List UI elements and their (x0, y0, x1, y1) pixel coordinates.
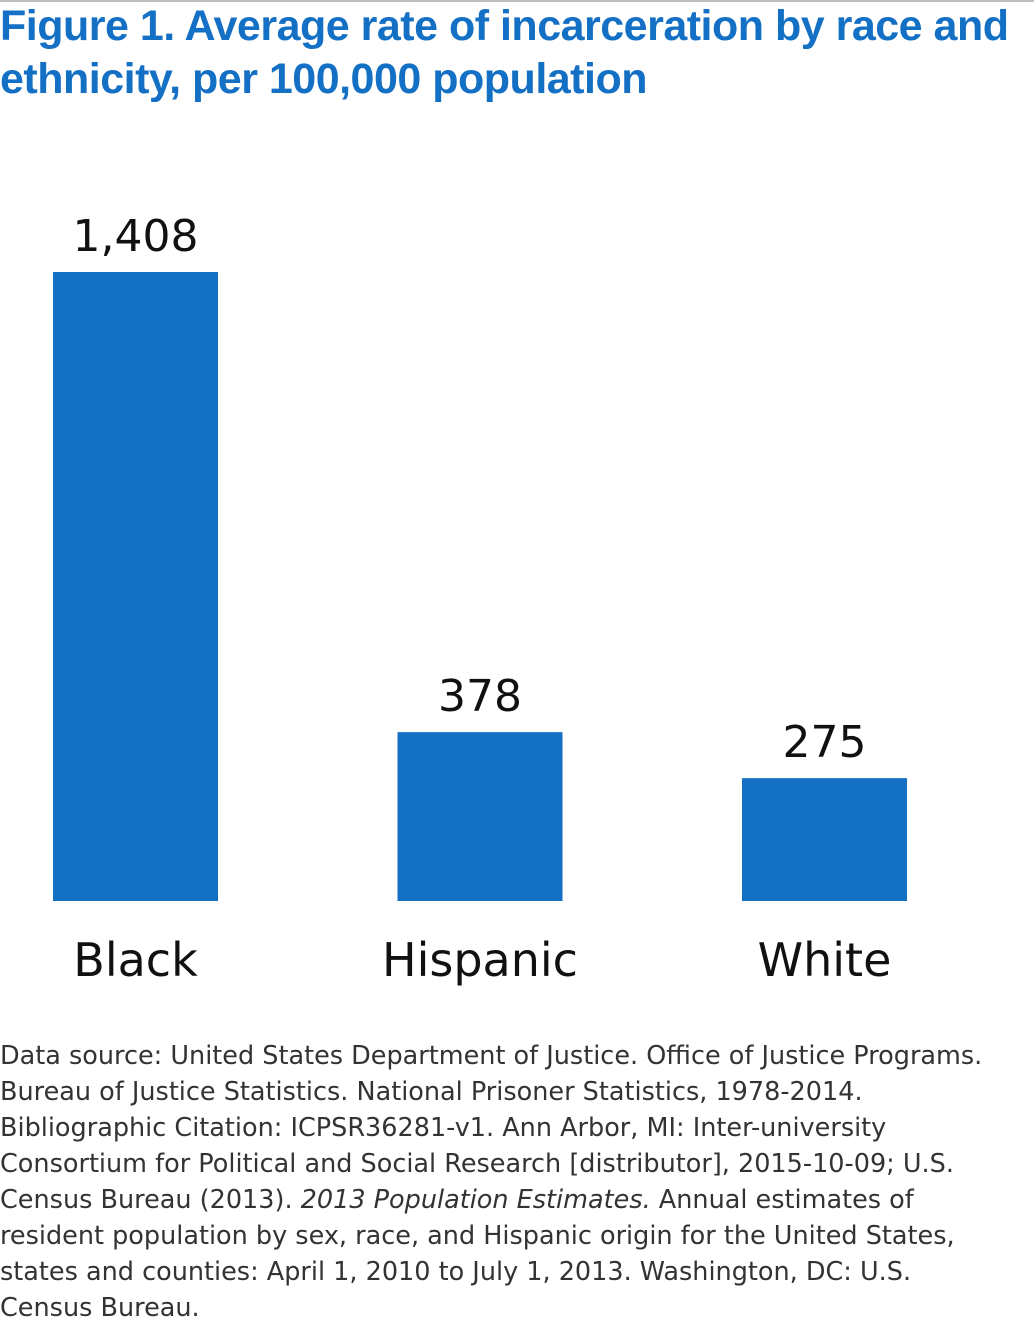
category-label-white: White (758, 933, 892, 987)
bar-chart: 1,408 Black 378 Hispanic 275 White (53, 211, 907, 987)
bar-value-label-black: 1,408 (73, 211, 199, 262)
top-rule (0, 0, 1034, 2)
source-text-before: Data source: United States Department of… (0, 1041, 983, 1215)
source-text-after: Annual estimates of resident population … (0, 1185, 955, 1323)
bar-value-label-hispanic: 378 (438, 671, 522, 722)
source-italic-title: 2013 Population Estimates. (300, 1185, 651, 1215)
data-source-note: Data source: United States Department of… (0, 1038, 1000, 1326)
category-label-hispanic: Hispanic (382, 933, 578, 987)
chart-title: Figure 1. Average rate of incarceration … (0, 2, 1009, 103)
bar-white (742, 778, 907, 901)
category-label-black: Black (73, 933, 198, 987)
bar-value-label-white: 275 (783, 717, 867, 768)
bar-black (53, 272, 218, 901)
bar-hispanic (397, 732, 563, 901)
